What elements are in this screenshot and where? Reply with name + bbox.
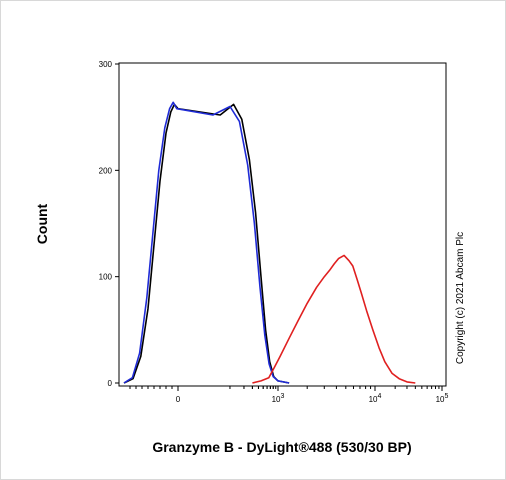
- x-tick-label-2: 104: [369, 393, 382, 404]
- copyright-annotation: Copyright (c) 2021 Abcam Plc: [455, 232, 466, 364]
- x-axis-ticks: 0 103 104 105: [176, 386, 449, 404]
- y-axis-title: Count: [34, 203, 50, 244]
- x-minor-ticks: [129, 386, 440, 389]
- histogram-series-2: [252, 254, 416, 384]
- x-tick-label-0: 0: [176, 395, 181, 404]
- plot-area: [118, 62, 447, 387]
- x-tick-label-1: 103: [272, 393, 285, 404]
- histogram-series: [123, 101, 416, 384]
- y-tick-label-100: 100: [99, 273, 113, 282]
- y-tick-label-300: 300: [99, 60, 113, 69]
- y-tick-label-0: 0: [108, 379, 113, 388]
- y-tick-label-200: 200: [99, 166, 113, 175]
- y-axis-ticks: 0 100 200 300: [99, 60, 119, 388]
- histogram-series-0: [123, 103, 290, 384]
- histogram-series-1: [123, 101, 290, 384]
- x-axis-title: Granzyme B - DyLight®488 (530/30 BP): [152, 439, 411, 455]
- x-tick-label-3: 105: [436, 393, 449, 404]
